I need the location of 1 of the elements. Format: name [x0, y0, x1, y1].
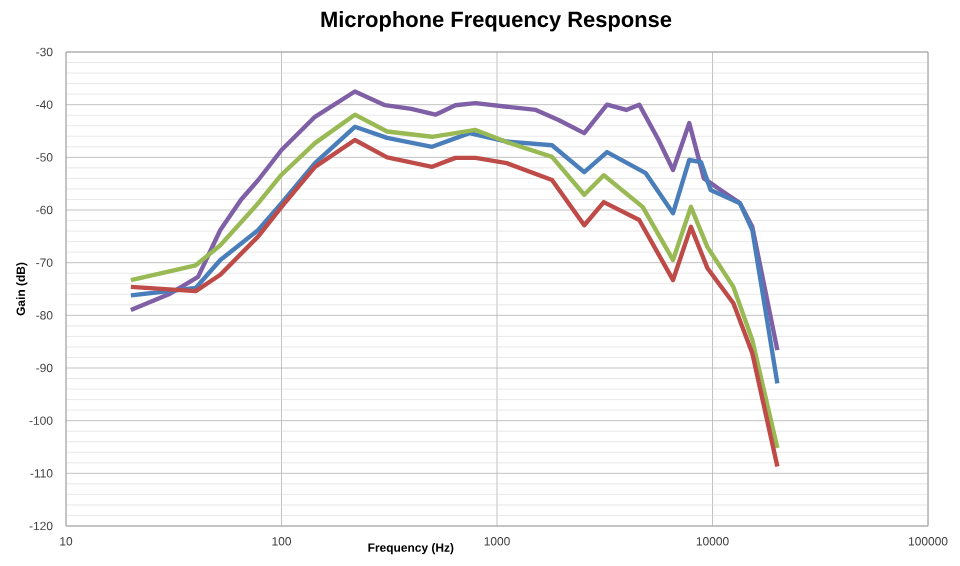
chart-title: Microphone Frequency Response: [321, 11, 672, 32]
